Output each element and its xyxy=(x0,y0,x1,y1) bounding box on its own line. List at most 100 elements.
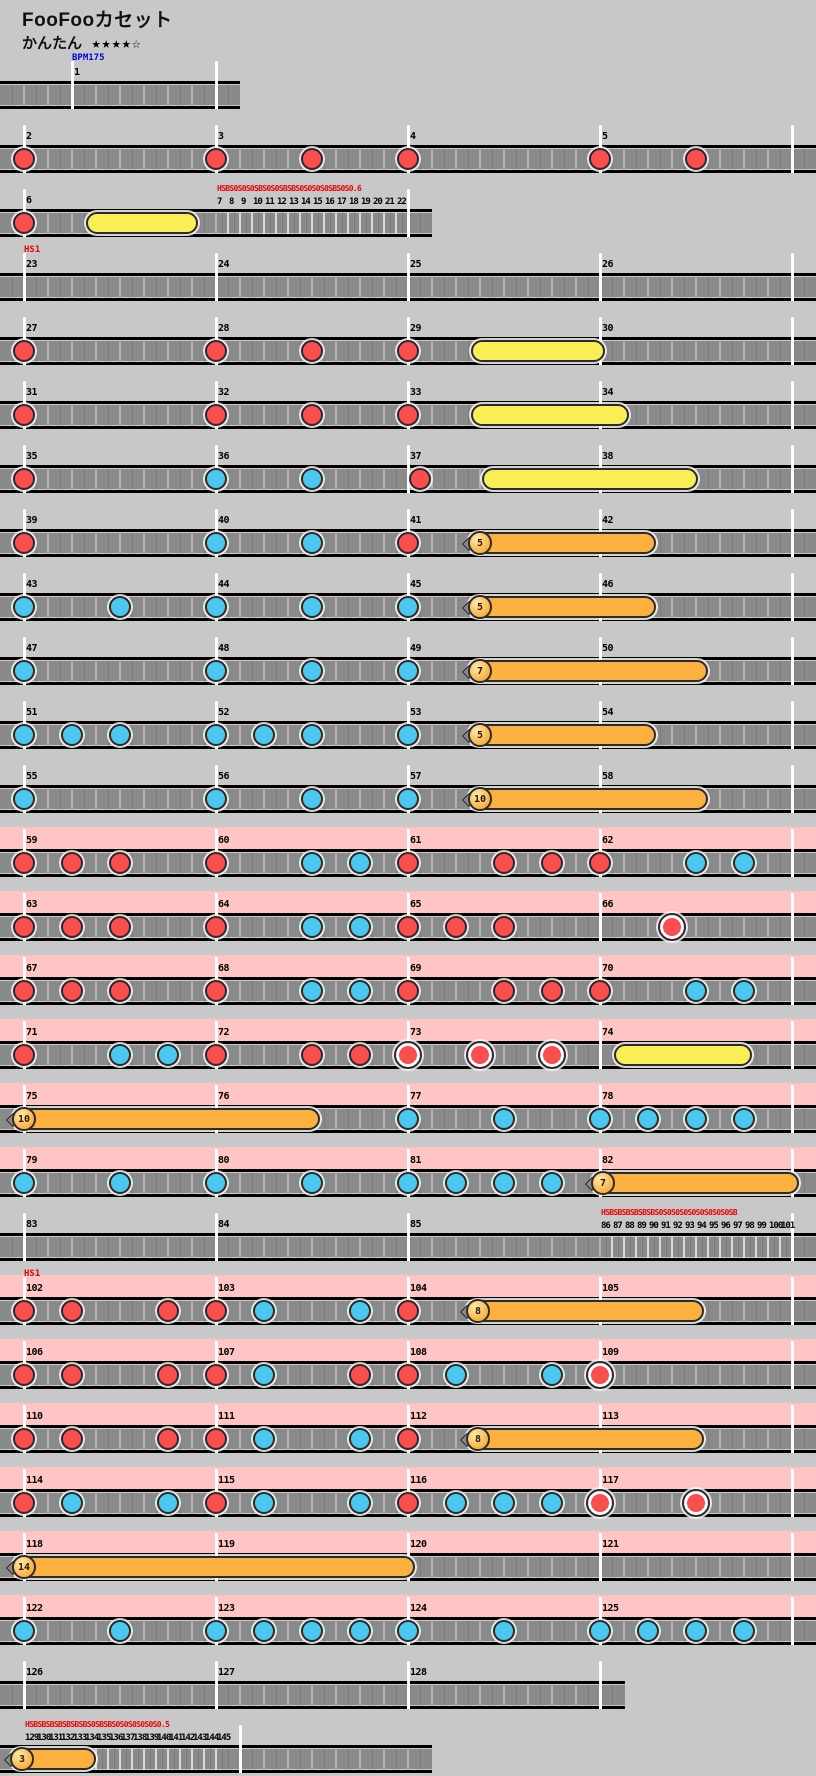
ka-note xyxy=(13,1172,35,1194)
beat-line xyxy=(623,340,625,362)
half-beat-line xyxy=(468,148,469,170)
hs-sequence-label: HSBSBSBSBSBSBS0S0S0S0S0S0S0S0S0SB xyxy=(601,1208,738,1217)
half-beat-line xyxy=(780,1300,781,1322)
beat-line xyxy=(695,916,697,938)
beat-line xyxy=(47,212,49,234)
half-beat-line xyxy=(84,1172,85,1194)
half-beat-line xyxy=(108,148,109,170)
half-beat-line xyxy=(294,212,295,234)
half-beat-line xyxy=(684,724,685,746)
beat-line xyxy=(503,1236,505,1258)
beat-line xyxy=(47,1620,49,1642)
section-end-line xyxy=(791,701,794,749)
beat-line xyxy=(455,148,457,170)
beat-line xyxy=(383,532,385,554)
beat-line xyxy=(623,1492,625,1514)
beat-line xyxy=(479,468,481,490)
beat-line xyxy=(503,1044,505,1066)
beat-line xyxy=(551,1556,553,1578)
ka-note xyxy=(685,1620,707,1642)
half-beat-line xyxy=(396,1172,397,1194)
section-end-line xyxy=(791,765,794,813)
beat-line xyxy=(695,1556,697,1578)
half-beat-line xyxy=(468,340,469,362)
measure-number: 128 xyxy=(410,1667,427,1678)
half-beat-line xyxy=(390,212,391,234)
beat-line xyxy=(479,1172,481,1194)
half-beat-line xyxy=(588,1556,589,1578)
beat-line xyxy=(383,1620,385,1642)
hs-sequence-label: HSBS0S0S0SBS0S0SBSBS0S0S0S0SBS0S0.6 xyxy=(217,184,362,193)
beat-line xyxy=(551,148,553,170)
dense-measure-number: 99 xyxy=(757,1221,767,1231)
half-beat-line xyxy=(60,1684,61,1706)
half-beat-line xyxy=(780,1108,781,1130)
beat-line xyxy=(671,596,673,618)
beat-line xyxy=(191,596,193,618)
beat-line xyxy=(479,1684,481,1706)
half-beat-line xyxy=(684,404,685,426)
half-beat-line xyxy=(708,276,709,298)
beat-line xyxy=(47,468,49,490)
beat-line xyxy=(623,852,625,874)
beat-line xyxy=(335,916,337,938)
half-beat-line xyxy=(60,1492,61,1514)
measure-number: 78 xyxy=(602,1091,614,1102)
half-beat-line xyxy=(252,468,253,490)
dense-measure-number: 143 xyxy=(193,1733,207,1743)
half-beat-line xyxy=(708,532,709,554)
beat-line xyxy=(119,788,121,810)
beat-line xyxy=(455,1620,457,1642)
half-beat-line xyxy=(324,660,325,682)
beat-line xyxy=(143,532,145,554)
beat-line xyxy=(287,532,289,554)
ka-note xyxy=(109,1620,131,1642)
ka-note xyxy=(493,1172,515,1194)
beat-line xyxy=(455,724,457,746)
half-beat-line xyxy=(684,596,685,618)
beat-line xyxy=(143,1684,145,1706)
half-beat-line xyxy=(612,852,613,874)
beat-line xyxy=(239,724,241,746)
half-beat-line xyxy=(420,852,421,874)
half-beat-line xyxy=(132,724,133,746)
half-beat-line xyxy=(756,1300,757,1322)
half-beat-line xyxy=(36,148,37,170)
beat-line xyxy=(383,340,385,362)
half-beat-line xyxy=(84,212,85,234)
half-beat-line xyxy=(444,724,445,746)
beat-line xyxy=(47,852,49,874)
beat-line xyxy=(335,724,337,746)
half-beat-line xyxy=(204,1364,205,1386)
half-beat-line xyxy=(372,340,373,362)
measure-number: 127 xyxy=(218,1667,235,1678)
beat-line xyxy=(719,404,721,426)
half-beat-line xyxy=(684,276,685,298)
half-beat-line xyxy=(756,1364,757,1386)
half-beat-line xyxy=(636,916,637,938)
half-beat-line xyxy=(204,84,205,106)
half-beat-line xyxy=(84,852,85,874)
beat-line xyxy=(263,340,265,362)
beat-line xyxy=(47,1684,49,1706)
half-beat-line xyxy=(420,1172,421,1194)
half-beat-line xyxy=(84,532,85,554)
half-beat-line xyxy=(108,340,109,362)
half-beat-line xyxy=(84,148,85,170)
half-beat-line xyxy=(372,1044,373,1066)
beat-line xyxy=(575,916,577,938)
balloon-bar xyxy=(468,532,656,554)
half-beat-line xyxy=(516,1556,517,1578)
beat-line xyxy=(95,724,97,746)
half-beat-line xyxy=(564,1620,565,1642)
beat-line xyxy=(743,916,745,938)
section-end-line xyxy=(407,189,410,237)
half-beat-line xyxy=(468,1108,469,1130)
half-beat-line xyxy=(276,1172,277,1194)
half-beat-line xyxy=(372,1428,373,1450)
half-beat-line xyxy=(492,1172,493,1194)
beat-line xyxy=(671,1492,673,1514)
beat-line xyxy=(767,468,769,490)
don-note xyxy=(109,916,131,938)
half-beat-line xyxy=(276,1684,277,1706)
